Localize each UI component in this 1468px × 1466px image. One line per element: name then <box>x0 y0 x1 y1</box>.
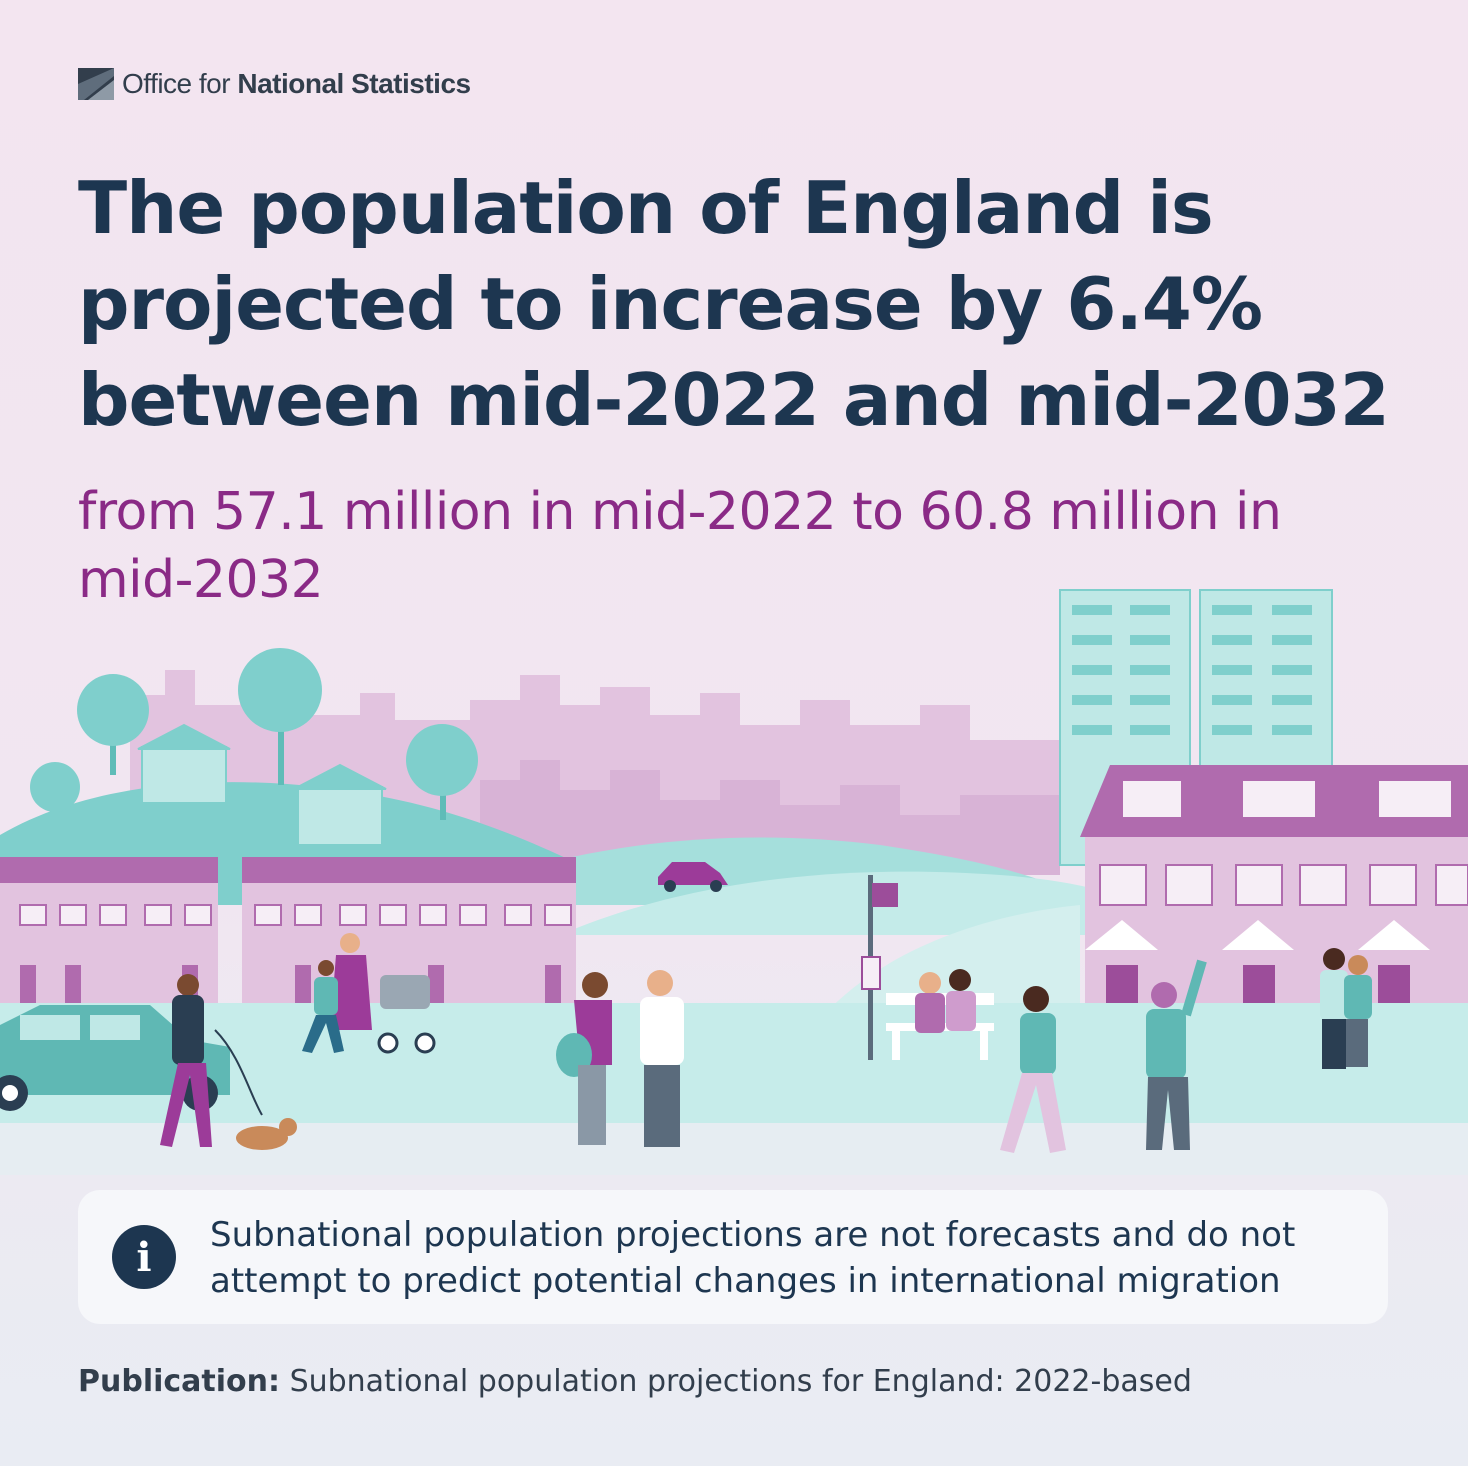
headline: The population of England is projected t… <box>78 166 1390 442</box>
car-purple <box>658 862 728 892</box>
bus-stop <box>861 875 898 1060</box>
pavement <box>0 1123 1468 1175</box>
ons-logo: Office for National Statistics <box>78 64 471 104</box>
hill-houses <box>137 723 387 846</box>
subheadline: from 57.1 million in mid-2022 to 60.8 mi… <box>78 482 1282 610</box>
info-box: i Subnational population projections are… <box>78 1190 1388 1324</box>
town-illustration <box>0 589 1468 1175</box>
publication-label: Publication: <box>78 1364 281 1399</box>
trees <box>30 648 478 820</box>
people <box>160 933 1372 1153</box>
ons-logo-icon <box>78 68 114 100</box>
publication-title[interactable]: Subnational population projections for E… <box>289 1364 1192 1399</box>
terrace-left <box>0 857 576 1005</box>
ons-logo-text: Office for National Statistics <box>122 68 471 99</box>
publication-line: Publication: Subnational population proj… <box>78 1364 1192 1399</box>
info-text: Subnational population projections are n… <box>210 1215 1296 1301</box>
info-icon: i <box>112 1225 176 1289</box>
grass-strip <box>0 1003 1468 1123</box>
terrace-right <box>1080 765 1468 1030</box>
